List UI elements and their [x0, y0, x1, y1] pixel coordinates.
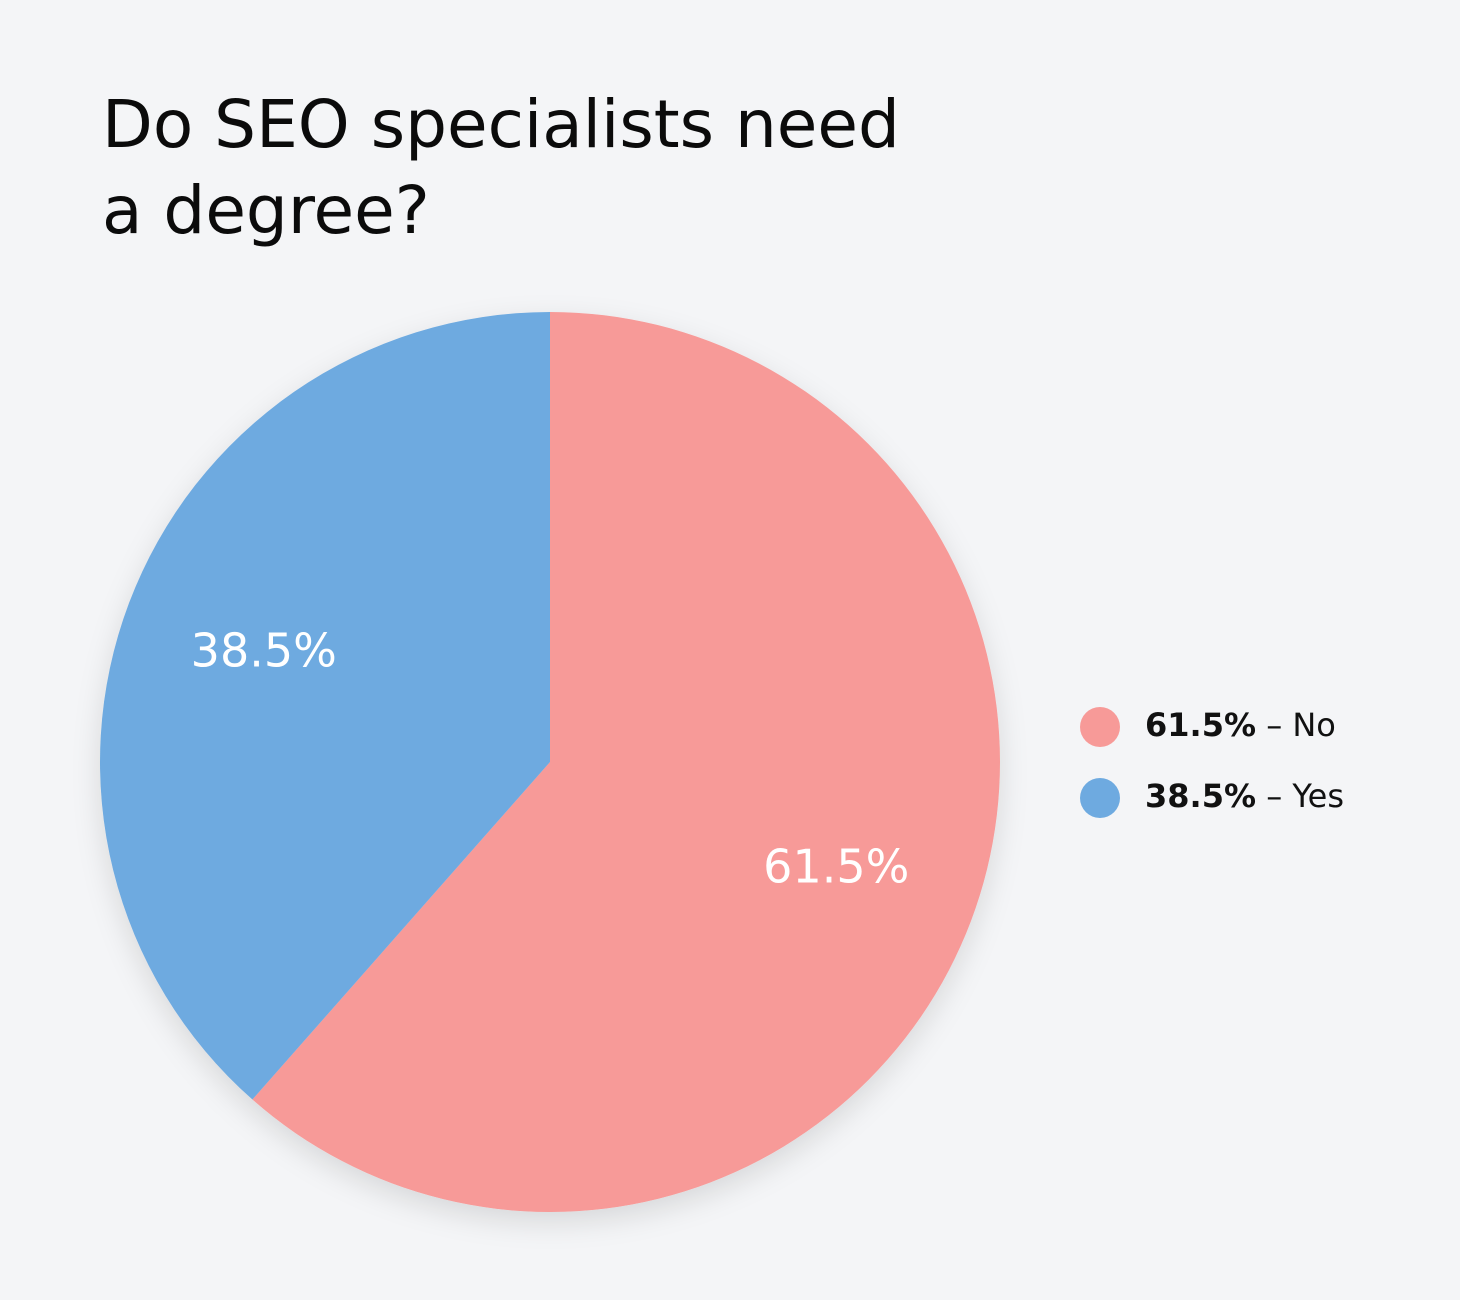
legend-swatch: [1080, 707, 1120, 747]
legend-label: Yes: [1291, 777, 1344, 815]
slice-label: 61.5%: [763, 840, 909, 894]
slice-label: 38.5%: [191, 623, 337, 677]
pie-slice: [252, 312, 1001, 1212]
legend-text: 61.5% – No: [1145, 706, 1336, 744]
pie: [100, 312, 1001, 1212]
chart-title: Do SEO specialists need a degree?: [102, 86, 900, 249]
legend-swatch: [1080, 778, 1120, 818]
slice-labels: 61.5% 38.5%: [191, 623, 910, 893]
legend: 61.5% – No 38.5% – Yes: [1080, 706, 1344, 818]
legend-label: No: [1292, 706, 1336, 744]
legend-text: 38.5% – Yes: [1145, 777, 1344, 815]
legend-separator: –: [1256, 706, 1292, 744]
legend-value: 61.5%: [1145, 706, 1256, 744]
legend-separator: –: [1256, 777, 1292, 815]
legend-value: 38.5%: [1145, 777, 1256, 815]
pie-slice: [100, 312, 550, 1100]
